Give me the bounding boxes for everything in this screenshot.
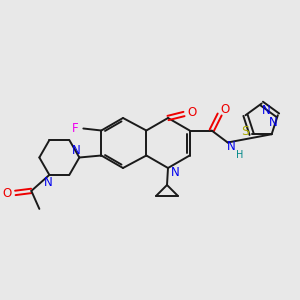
Text: N: N (72, 144, 81, 157)
Text: O: O (188, 106, 196, 119)
Text: O: O (3, 188, 12, 200)
Text: N: N (171, 167, 179, 179)
Text: N: N (44, 176, 53, 189)
Text: H: H (236, 149, 243, 160)
Text: S: S (241, 125, 249, 138)
Text: O: O (220, 103, 229, 116)
Text: N: N (268, 116, 277, 129)
Text: N: N (227, 140, 236, 153)
Text: F: F (72, 122, 79, 135)
Text: N: N (262, 104, 271, 117)
